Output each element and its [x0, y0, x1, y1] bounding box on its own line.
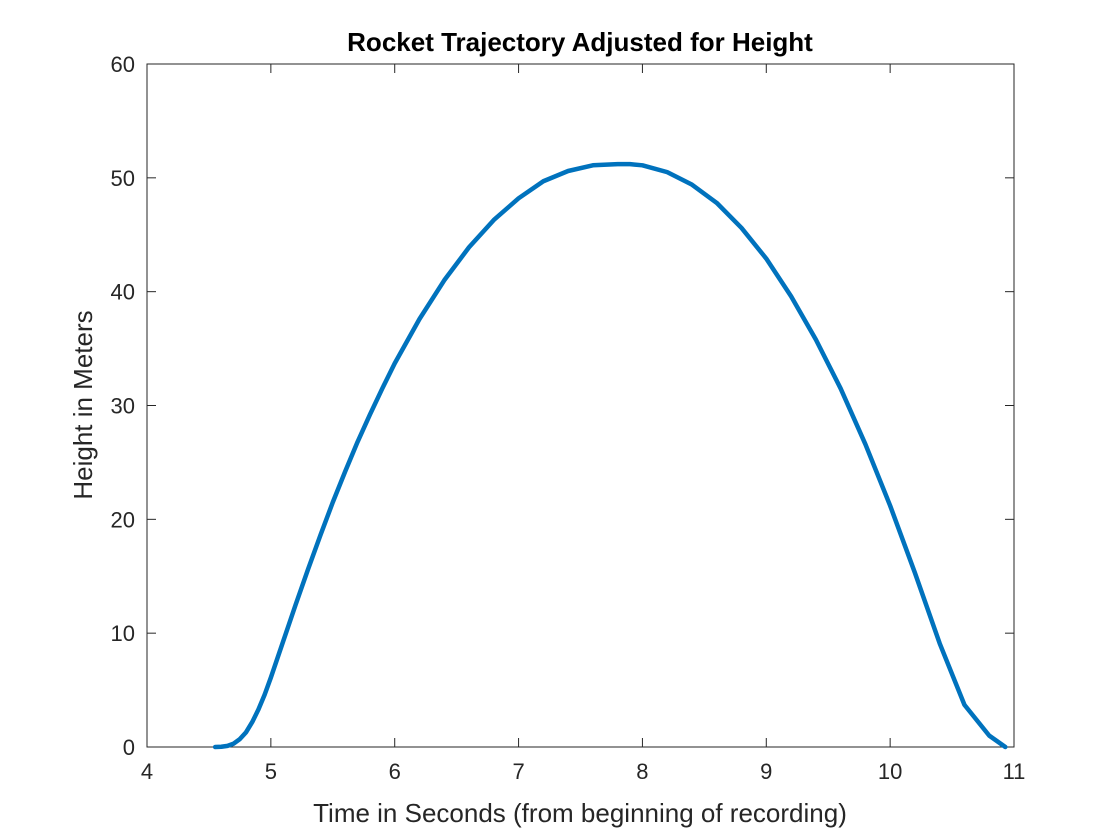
y-tick-label: 40 — [111, 280, 135, 305]
x-tick-label: 9 — [760, 759, 772, 784]
y-tick-label: 60 — [111, 52, 135, 77]
x-tick-label: 7 — [512, 759, 524, 784]
y-tick-label: 50 — [111, 166, 135, 191]
x-tick-label: 4 — [141, 759, 153, 784]
x-tick-label: 5 — [265, 759, 277, 784]
y-tick-label: 10 — [111, 621, 135, 646]
x-tick-label: 6 — [389, 759, 401, 784]
axis-ticks — [146, 63, 1015, 748]
y-tick-label: 20 — [111, 507, 135, 532]
y-axis-label: Height in Meters — [68, 310, 98, 499]
chart-title: Rocket Trajectory Adjusted for Height — [347, 27, 813, 57]
trajectory-line — [212, 161, 1008, 750]
x-tick-label: 8 — [636, 759, 648, 784]
axis-tick-labels: 4 5 6 7 8 9 10 11 0 10 20 30 40 50 60 — [111, 52, 1026, 784]
y-tick-label: 0 — [123, 735, 135, 760]
x-tick-label: 11 — [1003, 759, 1026, 784]
x-axis-label: Time in Seconds (from beginning of recor… — [313, 798, 847, 828]
x-tick-label: 10 — [878, 759, 902, 784]
y-tick-label: 30 — [111, 394, 135, 419]
